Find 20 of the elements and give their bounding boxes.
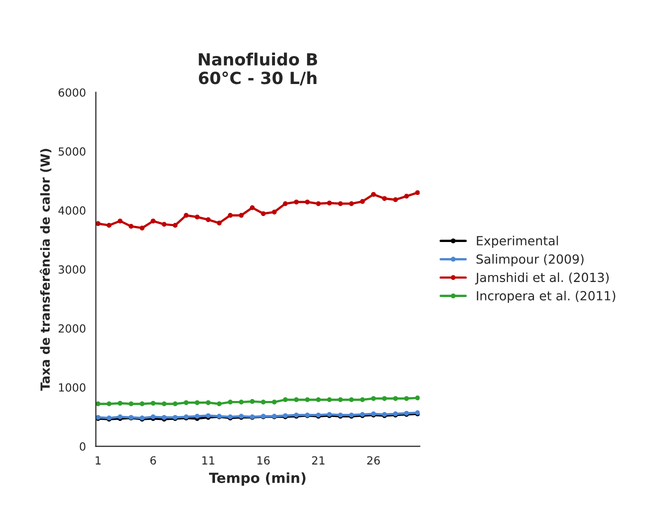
legend-label: Experimental	[476, 236, 558, 248]
x-tick-label: 26	[367, 456, 380, 465]
y-tick-label: 6000	[58, 88, 86, 97]
x-tick-label: 1	[96, 456, 101, 464]
legend-label: Salimpour (2009)	[476, 254, 584, 266]
legend-label: Jamshidi et al. (2013)	[475, 272, 609, 284]
x-tick-label: 21	[312, 456, 324, 464]
x-tick-label: 16	[257, 456, 270, 465]
x-tick-label: 6	[150, 456, 156, 465]
y-axis-title: Taxa de transferência de calor (W)	[40, 148, 52, 391]
y-tick-label: 5000	[58, 147, 86, 156]
y-tick-label: 0	[80, 442, 86, 451]
y-tick-label: 3000	[58, 265, 86, 274]
x-tick-label: 11	[202, 456, 214, 464]
y-tick-label: 2000	[58, 324, 86, 333]
legend-label: Incropera et al. (2011)	[476, 290, 616, 303]
y-tick-label: 1000	[59, 383, 86, 392]
y-tick-label: 4000	[58, 206, 86, 215]
x-axis-title: Tempo (min)	[209, 472, 306, 486]
chart-title: Nanofluido B 60°C - 30 L/h	[198, 52, 318, 86]
